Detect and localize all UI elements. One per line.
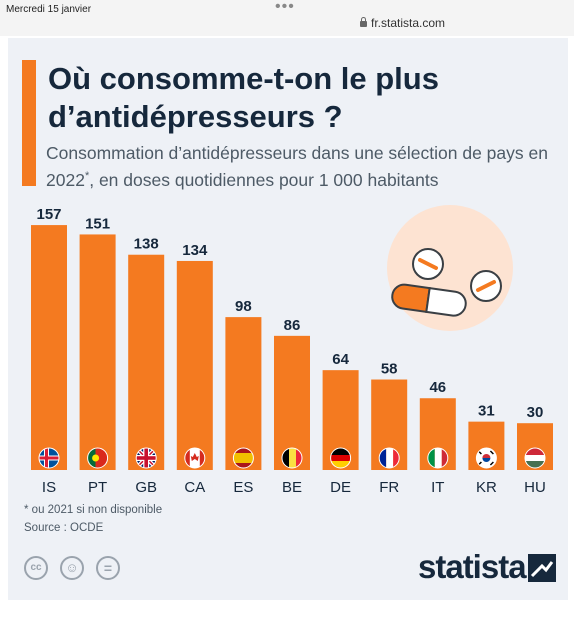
category-label-be: BE (282, 479, 302, 496)
germany-flag-icon (330, 447, 352, 469)
statista-logo[interactable]: statista (418, 548, 527, 585)
category-label-es: ES (233, 479, 253, 496)
subtitle-part1: Consommation d’antidépresseurs dans une … (46, 143, 548, 190)
bar-ca (176, 260, 213, 470)
nd-icon[interactable]: = (96, 556, 120, 580)
cc-icon[interactable]: cc (24, 556, 48, 580)
category-label-kr: KR (476, 479, 497, 496)
address-bar[interactable]: fr.statista.com (360, 16, 445, 30)
category-label-is: IS (42, 479, 56, 496)
by-icon[interactable]: ☺ (60, 556, 84, 580)
category-label-fr: FR (379, 479, 399, 496)
category-label-hu: HU (524, 479, 546, 496)
value-label-kr: 31 (478, 403, 495, 420)
italy-flag-icon (427, 447, 449, 469)
belgium-flag-icon (281, 447, 303, 469)
category-label-ca: CA (184, 479, 205, 496)
footnote: * ou 2021 si non disponible (24, 504, 163, 516)
source-note: Source : OCDE (24, 522, 104, 534)
value-label-fr: 58 (381, 361, 398, 378)
value-label-gb: 138 (134, 236, 159, 253)
category-label-gb: GB (135, 479, 157, 496)
spain-flag-icon (232, 447, 254, 469)
bar-pt (79, 234, 116, 470)
lock-icon (360, 17, 367, 27)
chart-title: Où consomme-t-on le plus d’antidépresseu… (48, 61, 439, 134)
bar-gb (128, 254, 165, 470)
subtitle-asterisk: * (84, 170, 90, 182)
portugal-flag-icon (87, 447, 109, 469)
pills-illustration (387, 205, 513, 331)
value-label-be: 86 (284, 317, 301, 334)
value-label-hu: 30 (527, 404, 544, 421)
korea-flag-icon (475, 447, 497, 469)
url-text: fr.statista.com (371, 16, 446, 30)
hungary-flag-icon (524, 447, 546, 469)
chart-subtitle: Consommation d’antidépresseurs dans une … (46, 142, 566, 192)
france-flag-icon (378, 447, 400, 469)
subtitle-part2: , en doses quotidiennes pour 1 000 habit… (89, 169, 439, 190)
status-date: Mercredi 15 janvier (6, 4, 92, 15)
bar-is (31, 225, 67, 470)
canada-flag-icon (184, 447, 206, 469)
title-accent-bar (22, 60, 36, 186)
value-label-ca: 134 (182, 242, 208, 259)
bar-es (225, 317, 262, 470)
value-label-de: 64 (332, 351, 349, 368)
browser-status-bar: Mercredi 15 janvier ••• fr.statista.com (0, 0, 574, 36)
value-label-es: 98 (235, 298, 252, 315)
value-label-it: 46 (429, 379, 446, 396)
iceland-flag-icon (38, 447, 60, 469)
category-label-pt: PT (88, 479, 107, 496)
category-label-de: DE (330, 479, 351, 496)
value-label-pt: 151 (85, 215, 110, 232)
uk-flag-icon (135, 447, 157, 469)
category-label-it: IT (431, 479, 444, 496)
more-dots-icon[interactable]: ••• (275, 0, 295, 15)
statista-logo-icon (528, 554, 556, 582)
value-label-is: 157 (36, 206, 61, 223)
